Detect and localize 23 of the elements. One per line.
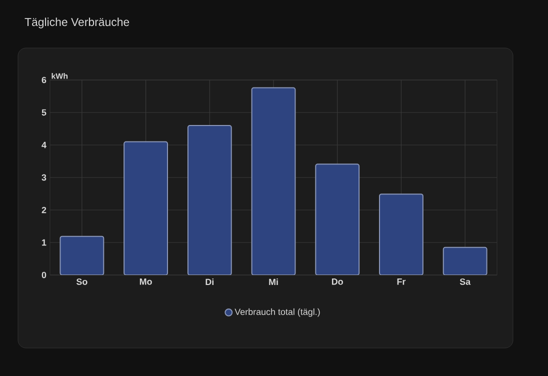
y-tick-label: 4 [42, 142, 46, 148]
bar [60, 236, 104, 275]
y-tick-label: 2 [42, 206, 46, 214]
y-tick-label: 3 [42, 174, 46, 181]
bar [315, 164, 360, 275]
bar [187, 124, 232, 275]
bar [124, 141, 168, 275]
y-tick-label: 6 [42, 76, 46, 84]
x-tick-label: Do [332, 278, 343, 285]
y-tick-label: 5 [42, 109, 46, 116]
bar [379, 194, 424, 275]
x-tick-label: Fr [397, 278, 406, 285]
x-tick-label: Mo [140, 278, 152, 285]
x-tick-label: Di [206, 278, 214, 286]
legend-label: Verbrauch total (tägl.) [234, 308, 320, 317]
x-tick-label: Sa [460, 278, 471, 285]
y-tick-label: 1 [42, 239, 46, 246]
chart-title: Tägliche Verbräuche [24, 18, 130, 28]
bar [442, 246, 488, 275]
y-tick-label: 0 [42, 272, 46, 278]
x-tick-label: Mi [269, 278, 278, 286]
bar [251, 87, 296, 275]
x-tick-label: So [76, 278, 88, 285]
